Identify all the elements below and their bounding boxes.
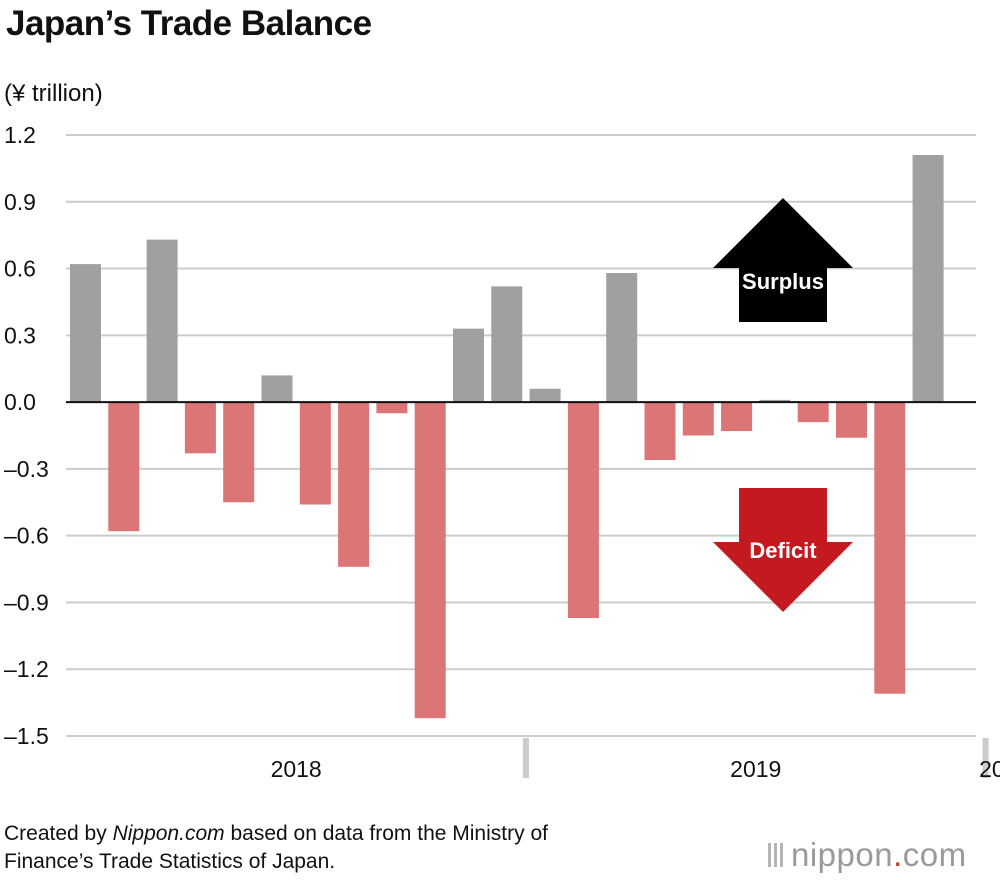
y-axis-unit-label: (¥ trillion) xyxy=(4,80,103,107)
bar-negative xyxy=(299,402,331,505)
y-tick-label: –1.2 xyxy=(4,656,49,682)
y-tick-label: 1.2 xyxy=(4,122,36,148)
nippon-logo: nippon.com xyxy=(768,836,967,874)
bar-negative xyxy=(376,402,408,414)
year-label: 2018 xyxy=(271,756,322,782)
bar-negative xyxy=(836,402,867,438)
y-tick-label: –0.9 xyxy=(4,589,49,615)
y-tick-label: 0.9 xyxy=(4,189,36,215)
bar-negative xyxy=(644,402,676,460)
source-prefix: Created by xyxy=(4,822,113,845)
y-tick-label: 0.3 xyxy=(4,322,36,348)
bar-chart: 1.2 0.9 0.6 0.3 0.0 –0.3 –0.6 –0.9 –1.2 –1.5 2018 2… xyxy=(4,122,1000,782)
bar-negative xyxy=(567,402,599,619)
bar-negative xyxy=(797,402,829,423)
bar-positive xyxy=(759,399,791,403)
bar-negative xyxy=(108,402,140,532)
bar-negative xyxy=(874,402,906,694)
logo-text: nippon.com xyxy=(791,836,967,873)
surplus-label: Surplus xyxy=(742,269,824,294)
bar-negative xyxy=(184,402,216,454)
bar-positive xyxy=(261,375,293,403)
bar-positive xyxy=(146,239,178,403)
chart-title: Japan’s Trade Balance xyxy=(6,4,372,43)
logo-bars-icon xyxy=(768,843,783,867)
source-line1-rest: based on data from the Ministry of xyxy=(224,822,548,845)
bar-negative xyxy=(721,402,753,432)
bar-negative xyxy=(682,402,714,436)
bar-positive xyxy=(453,328,484,403)
year-label: 2020 xyxy=(979,756,1000,782)
surplus-arrow-icon xyxy=(713,198,853,322)
bar-positive xyxy=(491,286,523,403)
deficit-arrow-icon xyxy=(713,488,853,612)
deficit-label: Deficit xyxy=(749,538,817,563)
bar-negative xyxy=(338,402,370,567)
bar-negative xyxy=(223,402,255,503)
bar-negative xyxy=(414,402,446,719)
y-tick-label: 0.0 xyxy=(4,389,36,415)
source-note: Created by Nippon.com based on data from… xyxy=(4,820,548,876)
source-name: Nippon.com xyxy=(112,822,225,845)
y-tick-label: –0.3 xyxy=(4,456,49,482)
bar-positive xyxy=(529,388,561,403)
bar-positive xyxy=(70,264,101,403)
bar-positive xyxy=(912,155,944,403)
y-tick-label: –1.5 xyxy=(4,723,49,749)
year-label: 2019 xyxy=(730,756,781,782)
y-tick-label: 0.6 xyxy=(4,256,36,282)
bar-positive xyxy=(606,273,638,403)
y-tick-label: –0.6 xyxy=(4,523,49,549)
source-line2: Finance’s Trade Statistics of Japan. xyxy=(4,850,336,873)
